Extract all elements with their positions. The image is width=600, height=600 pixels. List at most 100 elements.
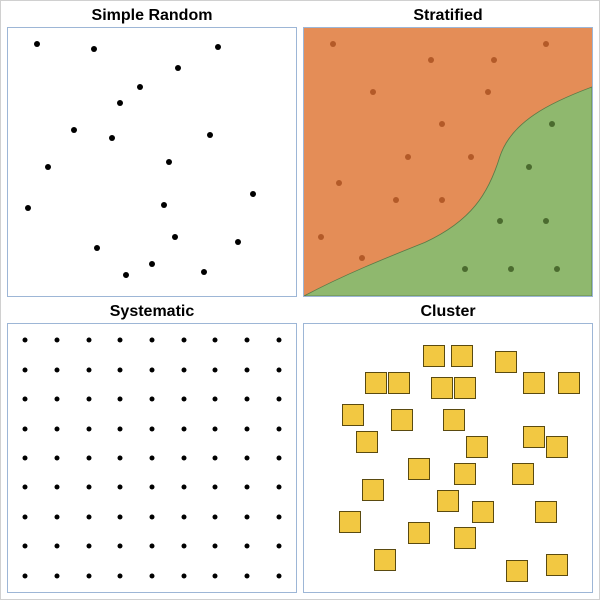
data-point [491, 57, 497, 63]
data-point [181, 367, 186, 372]
data-point [109, 135, 115, 141]
data-point [245, 485, 250, 490]
title-cluster: Cluster [420, 303, 475, 321]
data-point [330, 41, 336, 47]
data-point [54, 573, 59, 578]
data-point [86, 544, 91, 549]
data-point [276, 514, 281, 519]
data-point [359, 255, 365, 261]
cluster-square [454, 527, 476, 549]
cluster-square [466, 436, 488, 458]
data-point [23, 426, 28, 431]
data-point [181, 573, 186, 578]
cluster-square [443, 409, 465, 431]
data-point [86, 514, 91, 519]
data-point [175, 65, 181, 71]
data-point [54, 514, 59, 519]
data-point [276, 367, 281, 372]
data-point [276, 573, 281, 578]
cluster-square [495, 351, 517, 373]
data-point [181, 426, 186, 431]
data-point [276, 456, 281, 461]
data-point [526, 164, 532, 170]
data-point [150, 367, 155, 372]
data-point [54, 485, 59, 490]
title-systematic: Systematic [110, 303, 195, 321]
title-simple-random: Simple Random [92, 7, 213, 25]
data-point [276, 426, 281, 431]
data-point [71, 127, 77, 133]
data-point [118, 514, 123, 519]
data-point [405, 154, 411, 160]
data-point [207, 132, 213, 138]
data-point [245, 426, 250, 431]
data-point [213, 573, 218, 578]
cluster-square [391, 409, 413, 431]
data-point [370, 89, 376, 95]
data-point [150, 338, 155, 343]
data-point [213, 544, 218, 549]
title-stratified: Stratified [413, 7, 482, 25]
data-point [150, 426, 155, 431]
data-point [86, 367, 91, 372]
data-point [54, 456, 59, 461]
data-point [23, 573, 28, 578]
cluster-square [523, 372, 545, 394]
data-point [118, 485, 123, 490]
data-point [276, 485, 281, 490]
data-point [439, 197, 445, 203]
cluster-square [423, 345, 445, 367]
cluster-square [558, 372, 580, 394]
data-point [181, 544, 186, 549]
plot-systematic [7, 323, 297, 593]
data-point [86, 338, 91, 343]
cluster-square [437, 490, 459, 512]
data-point [123, 272, 129, 278]
panel-stratified: Stratified [303, 7, 593, 297]
data-point [245, 573, 250, 578]
data-point [23, 514, 28, 519]
data-point [245, 544, 250, 549]
data-point [150, 573, 155, 578]
data-point [45, 164, 51, 170]
cluster-square [546, 554, 568, 576]
data-point [94, 245, 100, 251]
cluster-square [431, 377, 453, 399]
cluster-square [365, 372, 387, 394]
data-point [181, 338, 186, 343]
data-point [54, 367, 59, 372]
data-point [150, 514, 155, 519]
cluster-square [472, 501, 494, 523]
data-point [250, 191, 256, 197]
cluster-square [374, 549, 396, 571]
data-point [54, 338, 59, 343]
cluster-square [362, 479, 384, 501]
data-point [86, 485, 91, 490]
plot-cluster [303, 323, 593, 593]
data-point [25, 205, 31, 211]
data-point [86, 456, 91, 461]
data-point [213, 338, 218, 343]
plot-simple-random [7, 27, 297, 297]
data-point [549, 121, 555, 127]
data-point [213, 367, 218, 372]
cluster-square [523, 426, 545, 448]
data-point [91, 46, 97, 52]
stratified-background [304, 28, 592, 296]
data-point [543, 41, 549, 47]
cluster-square [546, 436, 568, 458]
data-point [554, 266, 560, 272]
data-point [276, 397, 281, 402]
data-point [276, 544, 281, 549]
data-point [34, 41, 40, 47]
panel-cluster: Cluster [303, 303, 593, 593]
data-point [215, 44, 221, 50]
data-point [150, 544, 155, 549]
data-point [86, 573, 91, 578]
data-point [213, 456, 218, 461]
cluster-square [454, 463, 476, 485]
data-point [245, 514, 250, 519]
data-point [497, 218, 503, 224]
data-point [149, 261, 155, 267]
cluster-square [408, 458, 430, 480]
